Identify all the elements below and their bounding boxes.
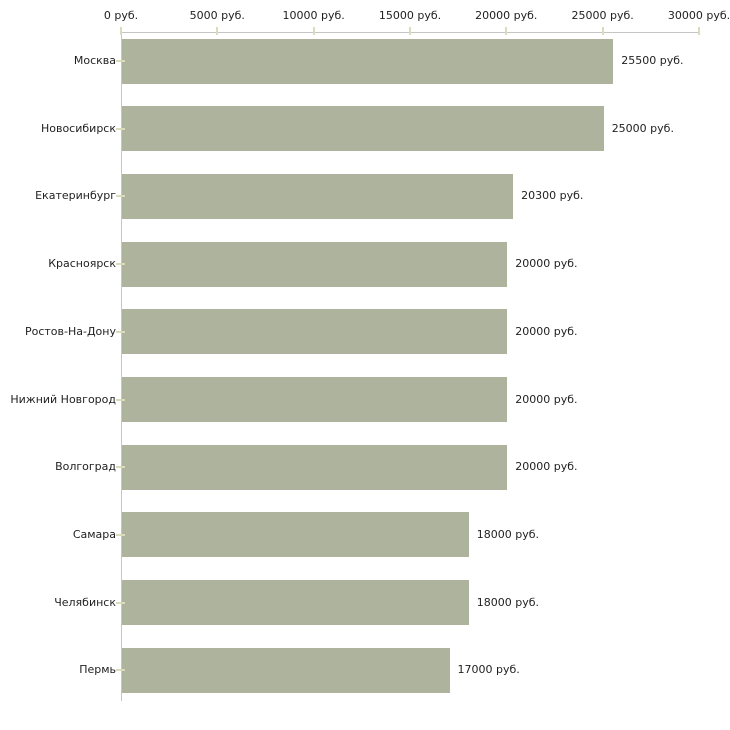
bar (122, 173, 514, 219)
y-tick-mark (116, 330, 125, 333)
y-tick-mark (116, 127, 125, 130)
value-label: 17000 руб. (457, 663, 520, 677)
y-tick-mark (116, 466, 125, 469)
y-tick-mark (116, 195, 125, 198)
bar (122, 106, 604, 152)
category-label: Нижний Новгород (10, 392, 116, 406)
x-tick-label: 10000 руб. (282, 9, 345, 22)
category-label: Пермь (79, 663, 116, 677)
x-tick-mark (505, 27, 508, 35)
y-axis-line (121, 32, 122, 701)
x-tick-mark (312, 27, 315, 35)
x-tick-label: 5000 руб. (189, 9, 245, 22)
y-tick-mark (116, 601, 125, 604)
bar (122, 377, 508, 422)
category-label: Новосибирск (40, 121, 116, 135)
bar (122, 580, 469, 626)
x-tick-mark (120, 27, 122, 35)
x-tick-label: 20000 руб. (475, 9, 538, 22)
bar (122, 241, 508, 287)
y-tick-mark (116, 60, 125, 62)
y-tick-mark (116, 669, 125, 672)
bar (122, 309, 508, 355)
bar (122, 444, 508, 490)
x-tick-label: 30000 руб. (667, 9, 730, 22)
category-label: Ростов-На-Дону (24, 324, 116, 338)
value-label: 18000 руб. (476, 595, 540, 609)
category-label: Екатеринбург (35, 189, 116, 203)
value-label: 20300 руб. (521, 189, 584, 203)
category-label: Красноярск (48, 257, 116, 271)
value-label: 20000 руб. (515, 392, 578, 406)
value-label: 25500 руб. (621, 54, 684, 67)
category-label: Челябинск (54, 595, 116, 609)
y-tick-mark (116, 263, 125, 266)
y-tick-mark (116, 533, 125, 536)
x-tick-mark (698, 27, 700, 35)
bar (122, 647, 450, 693)
y-tick-mark (116, 398, 125, 401)
value-label: 25000 руб. (611, 121, 674, 135)
bar (122, 38, 614, 84)
category-label: Москва (73, 54, 116, 67)
category-label: Самара (72, 527, 116, 541)
x-tick-mark (409, 27, 411, 35)
x-tick-label: 15000 руб. (378, 9, 442, 22)
x-tick-mark (601, 27, 604, 35)
x-tick-label: 0 руб. (103, 9, 139, 22)
category-label: Волгоград (55, 460, 116, 474)
x-tick-mark (216, 27, 219, 35)
x-tick-label: 25000 руб. (571, 9, 634, 22)
value-label: 20000 руб. (515, 257, 578, 271)
bar (122, 512, 469, 558)
value-label: 18000 руб. (476, 527, 540, 541)
value-label: 20000 руб. (515, 324, 578, 338)
value-label: 20000 руб. (515, 460, 578, 474)
